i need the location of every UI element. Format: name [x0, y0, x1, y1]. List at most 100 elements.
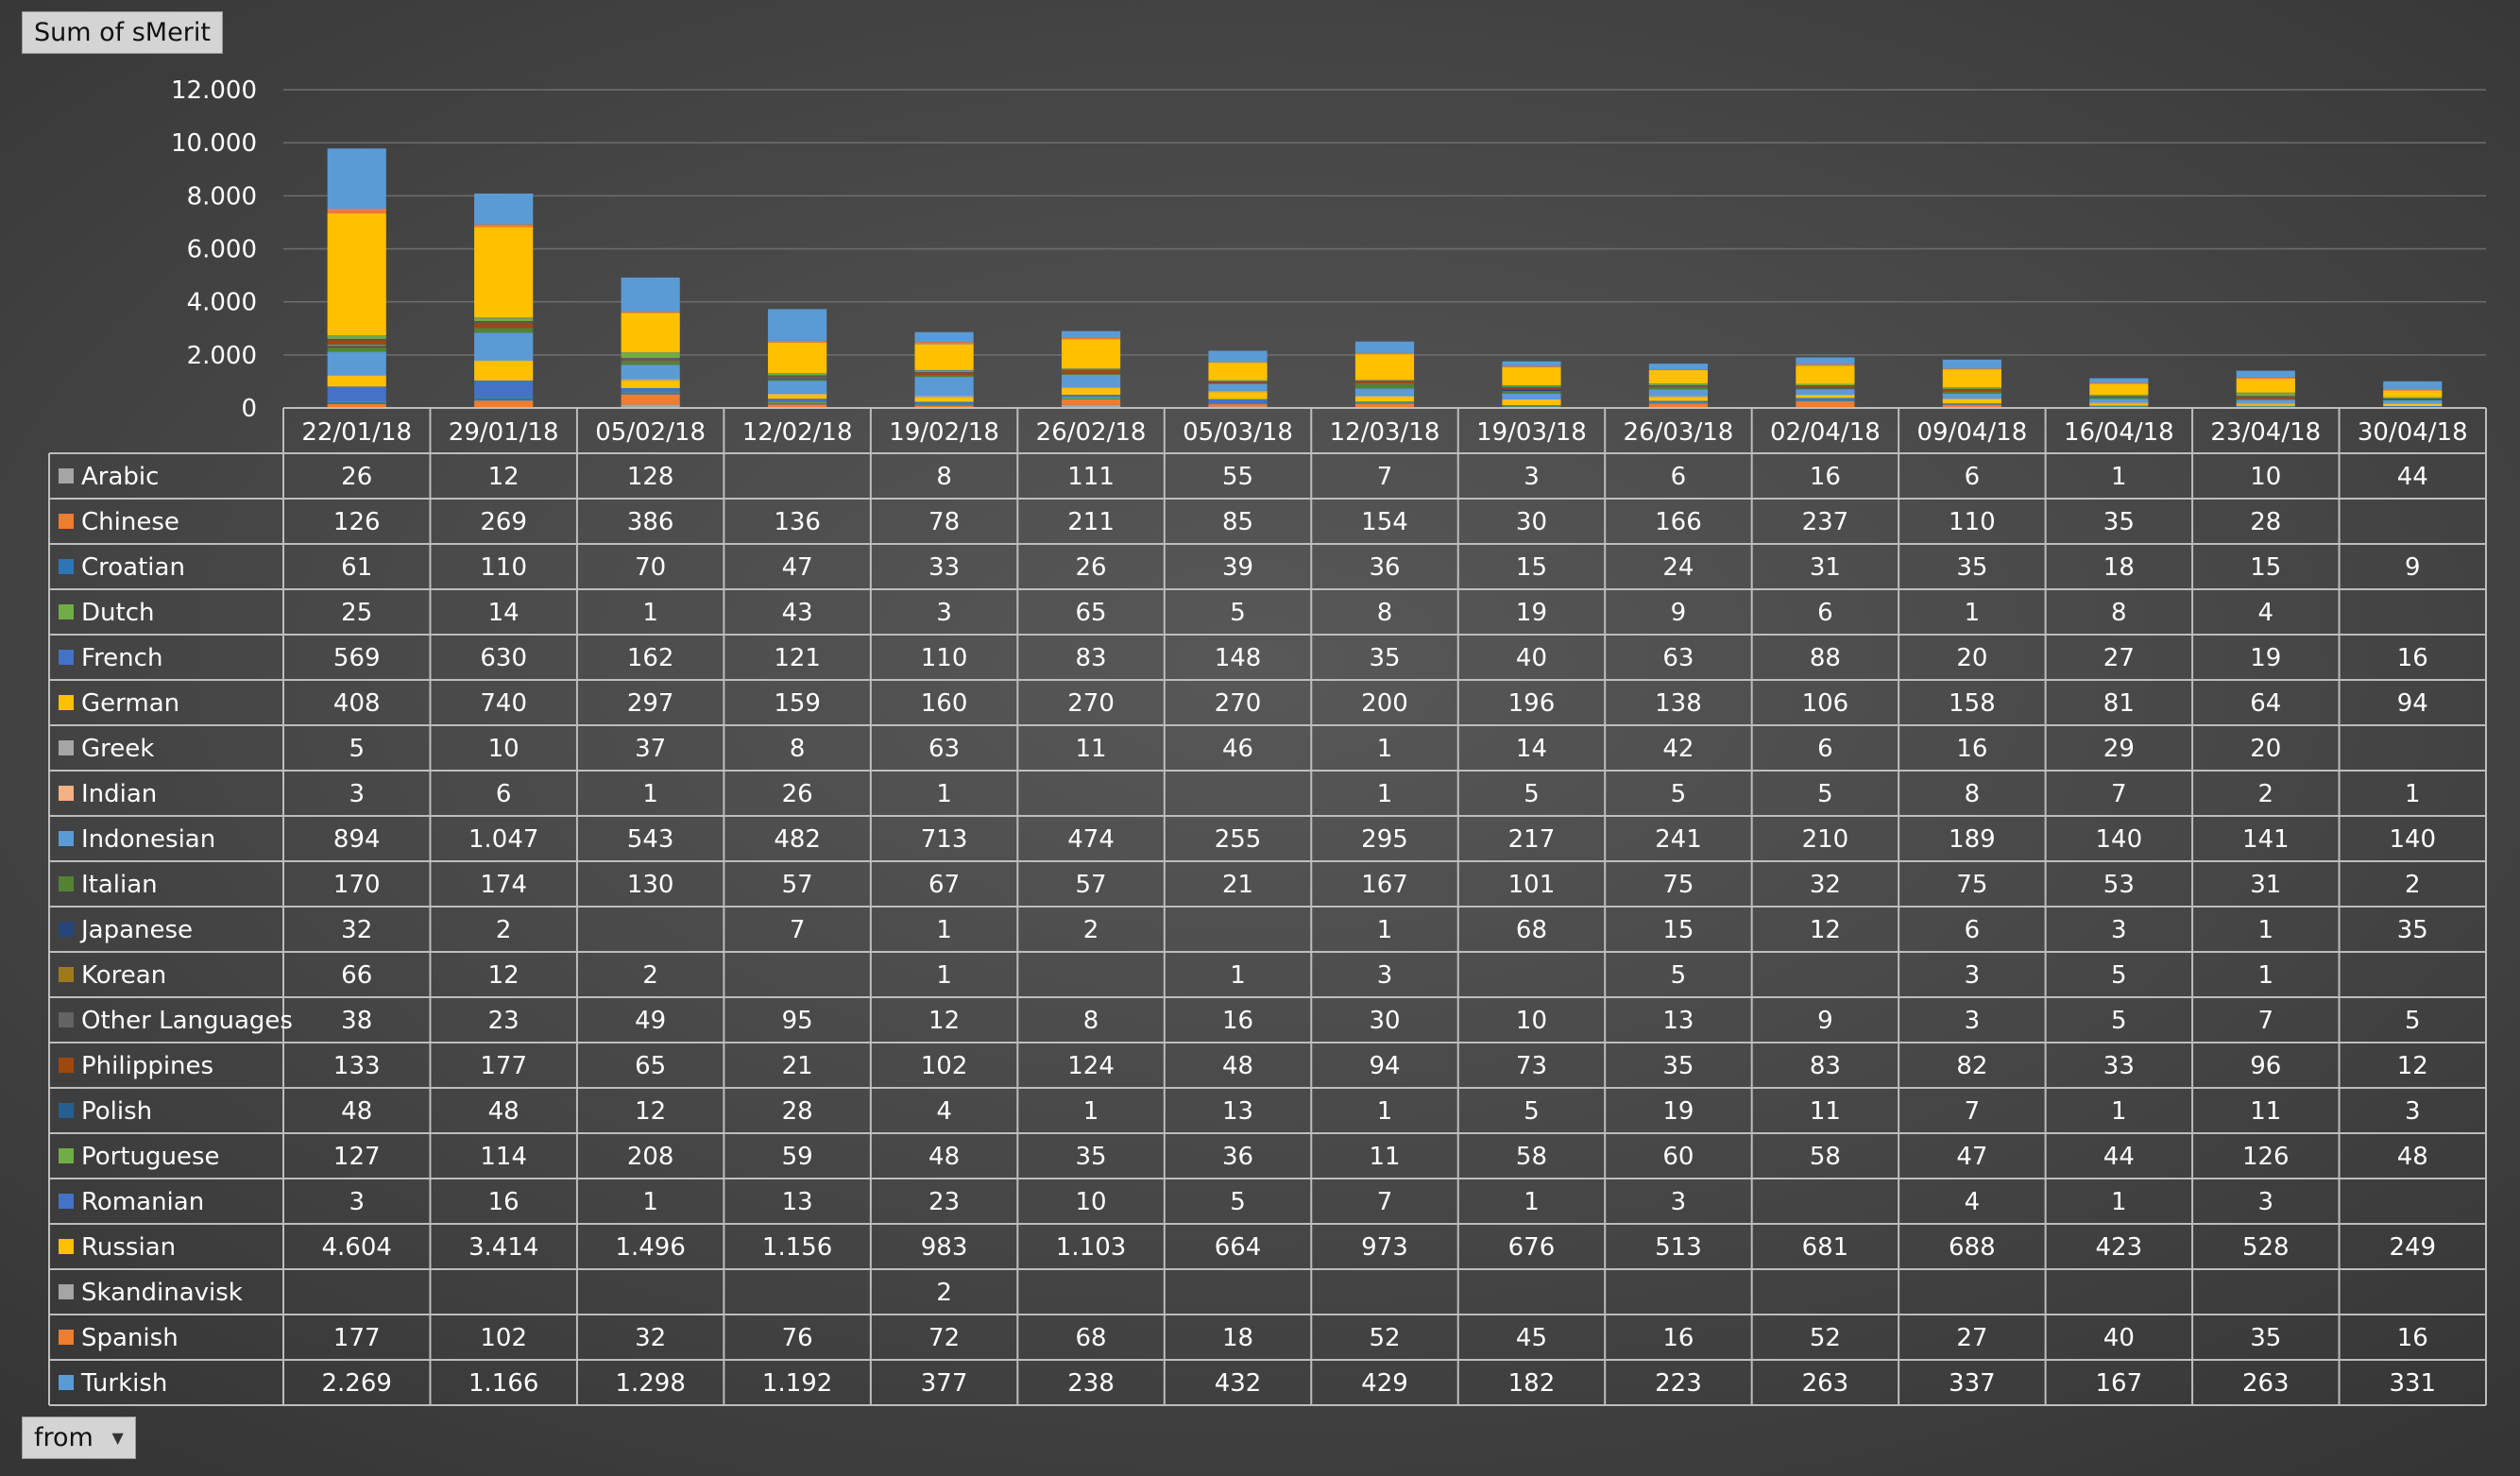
table-cell: 39	[1222, 553, 1253, 582]
bar-segment-german	[914, 397, 974, 402]
value-field-button[interactable]: Sum of sMerit	[22, 11, 223, 54]
from-filter-button[interactable]: from ▼	[22, 1417, 136, 1459]
bar-segment-russian	[2089, 383, 2149, 396]
bar-segment-dutch	[1648, 402, 1709, 403]
x-tick-label: 26/02/18	[1036, 418, 1147, 447]
bar-segment-croatian	[914, 404, 974, 406]
bar-segment-portuguese	[621, 352, 680, 359]
bar-segment-french	[1502, 404, 1561, 407]
bar-segment-other-languages	[1354, 382, 1415, 384]
table-cell: 7	[2111, 780, 2127, 808]
data-table: 22/01/18 29/01/18 05/02/18 12/02/18 19/02/18…	[48, 407, 2487, 1406]
legend-key-dutch	[59, 604, 74, 619]
bar-segment-indian	[1354, 396, 1415, 398]
table-cell: 15	[1662, 916, 1694, 944]
table-cell: 5	[1817, 780, 1833, 808]
table-cell: 75	[1662, 871, 1694, 899]
table-cell: 101	[1508, 871, 1556, 899]
table-cell: 76	[782, 1324, 813, 1352]
legend-key-philippines	[59, 1058, 74, 1073]
table-cell: 68	[1516, 916, 1547, 944]
series-label-polish: Polish	[81, 1097, 152, 1126]
table-cell: 423	[2096, 1233, 2143, 1262]
bar-segment-romanian	[1942, 387, 2001, 388]
table-cell: 1	[1230, 961, 1246, 990]
bar-segment-polish	[474, 321, 534, 323]
table-cell: 1.166	[468, 1369, 538, 1398]
table-cell: 16	[1956, 735, 1987, 763]
series-label-romanian: Romanian	[81, 1188, 204, 1216]
bars	[327, 148, 2443, 409]
table-cell: 73	[1516, 1052, 1547, 1080]
table-cell: 106	[1802, 689, 1849, 718]
bar-segment-dutch	[1502, 406, 1561, 407]
legend-key-russian	[59, 1239, 74, 1254]
bar-segment-german	[768, 394, 827, 399]
table-cell: 8	[1083, 1007, 1099, 1035]
bar-segment-philippines	[914, 372, 974, 375]
bar-segment-portuguese	[1061, 368, 1121, 370]
table-cell: 8	[1965, 780, 1981, 808]
legend-key-skandinavisk	[59, 1284, 74, 1299]
bar-segment-italian	[327, 347, 386, 352]
x-tick-label: 19/02/18	[889, 418, 999, 447]
table-cell: 2	[642, 961, 658, 990]
table-cell: 241	[1655, 825, 1702, 854]
bar-segment-indian	[2236, 403, 2295, 404]
series-label-turkish: Turkish	[80, 1369, 167, 1398]
legend-key-romanian	[59, 1194, 74, 1209]
bar-segment-indian	[2383, 403, 2443, 404]
table-cell: 19	[2250, 644, 2281, 672]
bar-segment-german	[2383, 403, 2443, 407]
table-cell: 270	[1215, 689, 1262, 718]
series-label-japanese: Japanese	[79, 916, 193, 944]
table-cell: 3	[2405, 1097, 2421, 1126]
bar-segment-dutch	[621, 392, 680, 394]
table-cell: 1	[936, 780, 952, 808]
bar-segment-other-languages	[2089, 397, 2149, 398]
table-cell: 983	[921, 1233, 968, 1262]
bar-segment-japanese	[1796, 387, 1855, 389]
table-cell: 27	[2103, 644, 2135, 672]
legend-key-portuguese	[59, 1148, 74, 1163]
table-cell: 1	[1524, 1188, 1540, 1216]
table-cell: 32	[341, 916, 372, 944]
series-label-croatian: Croatian	[81, 553, 185, 582]
series-label-other-languages: Other Languages	[81, 1007, 293, 1035]
table-cell: 35	[1956, 553, 1987, 582]
table-cell: 16	[2397, 644, 2428, 672]
legend-key-other-languages	[59, 1012, 74, 1027]
series-label-french: French	[81, 644, 162, 672]
table-cell: 3	[349, 780, 365, 808]
bar-segment-chinese	[327, 403, 386, 408]
bar-segment-spanish	[1061, 337, 1121, 340]
table-cell: 35	[1662, 1052, 1694, 1080]
bar-segment-russian	[1061, 339, 1121, 369]
bar-segment-dutch	[1796, 399, 1855, 401]
table-cell: 5	[2405, 1007, 2421, 1035]
bar-segment-other-languages	[1208, 382, 1268, 384]
bar-segment-chinese	[1061, 399, 1121, 405]
table-cell: 6	[1965, 916, 1981, 944]
table-cell: 14	[488, 599, 519, 627]
table-cell: 159	[774, 689, 821, 718]
bar-segment-other-languages	[914, 374, 974, 376]
table-cell: 162	[627, 644, 674, 672]
bar-segment-indian	[1648, 396, 1709, 397]
bar-segment-indonesian	[768, 381, 827, 394]
table-cell: 32	[1810, 871, 1841, 899]
table-cell: 297	[627, 689, 674, 718]
bar-segment-indonesian	[327, 351, 386, 376]
bar-segment-philippines	[1502, 386, 1561, 389]
table-cell: 48	[341, 1097, 372, 1126]
table-cell: 18	[1222, 1324, 1253, 1352]
bar-segment-dutch	[1354, 402, 1415, 403]
bar-segment-italian	[1061, 373, 1121, 375]
table-cell: 7	[1377, 463, 1393, 491]
legend-key-japanese	[59, 922, 74, 937]
table-cell: 528	[2242, 1233, 2290, 1262]
bar-segment-portuguese	[1942, 387, 2001, 389]
bar-segment-indian	[768, 393, 827, 395]
bar-segment-indian	[621, 379, 680, 381]
table-cell: 1	[1083, 1097, 1099, 1126]
